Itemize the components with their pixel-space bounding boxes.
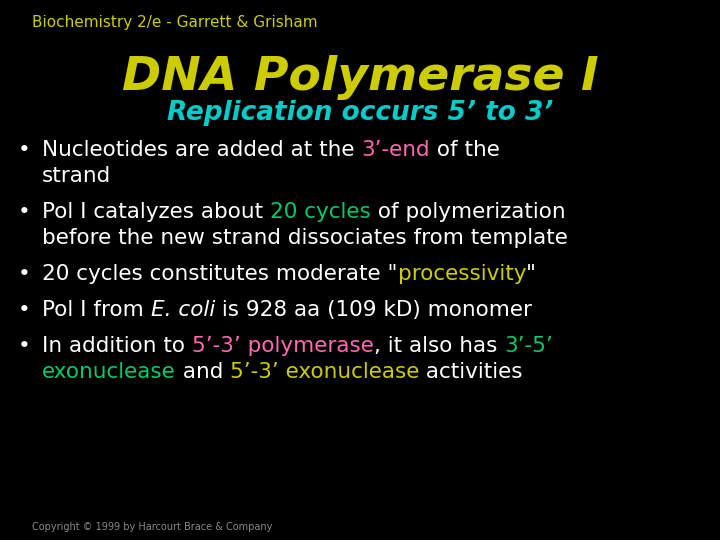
Text: Copyright © 1999 by Harcourt Brace & Company: Copyright © 1999 by Harcourt Brace & Com… bbox=[32, 522, 272, 532]
Text: E. coli: E. coli bbox=[150, 300, 215, 320]
Text: before the new strand dissociates from template: before the new strand dissociates from t… bbox=[42, 228, 568, 248]
Text: Biochemistry 2/e - Garrett & Grisham: Biochemistry 2/e - Garrett & Grisham bbox=[32, 15, 318, 30]
Text: 5’-3’ polymerase: 5’-3’ polymerase bbox=[192, 336, 374, 356]
Text: processivity: processivity bbox=[397, 264, 526, 284]
Text: In addition to: In addition to bbox=[42, 336, 192, 356]
Text: and: and bbox=[176, 362, 230, 382]
Text: , it also has: , it also has bbox=[374, 336, 504, 356]
Text: ": " bbox=[526, 264, 536, 284]
Text: 5’-3’ exonuclease: 5’-3’ exonuclease bbox=[230, 362, 419, 382]
Text: •: • bbox=[18, 140, 31, 160]
Text: 3’-end: 3’-end bbox=[361, 140, 430, 160]
Text: Replication occurs 5’ to 3’: Replication occurs 5’ to 3’ bbox=[167, 100, 553, 126]
Text: 3’-5’: 3’-5’ bbox=[504, 336, 553, 356]
Text: 20 cycles: 20 cycles bbox=[270, 202, 371, 222]
Text: is 928 aa (109 kD) monomer: is 928 aa (109 kD) monomer bbox=[215, 300, 532, 320]
Text: •: • bbox=[18, 300, 31, 320]
Text: •: • bbox=[18, 264, 31, 284]
Text: Pol I catalyzes about: Pol I catalyzes about bbox=[42, 202, 270, 222]
Text: exonuclease: exonuclease bbox=[42, 362, 176, 382]
Text: strand: strand bbox=[42, 166, 112, 186]
Text: •: • bbox=[18, 202, 31, 222]
Text: activities: activities bbox=[419, 362, 523, 382]
Text: of polymerization: of polymerization bbox=[371, 202, 565, 222]
Text: 20 cycles constitutes moderate ": 20 cycles constitutes moderate " bbox=[42, 264, 397, 284]
Text: •: • bbox=[18, 336, 31, 356]
Text: Pol I from: Pol I from bbox=[42, 300, 150, 320]
Text: DNA Polymerase I: DNA Polymerase I bbox=[122, 55, 598, 100]
Text: of the: of the bbox=[430, 140, 500, 160]
Text: Nucleotides are added at the: Nucleotides are added at the bbox=[42, 140, 361, 160]
